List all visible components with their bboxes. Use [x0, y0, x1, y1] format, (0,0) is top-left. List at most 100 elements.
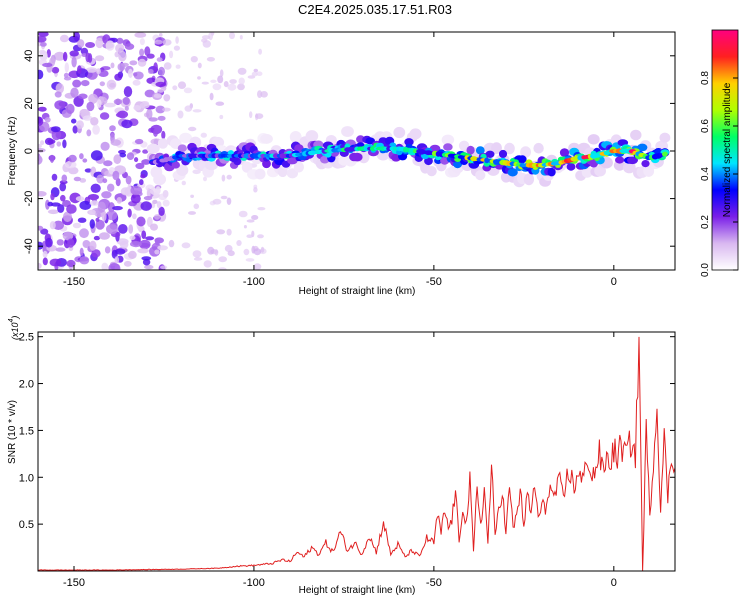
noise-speck — [220, 195, 228, 200]
snr-frame — [37, 331, 676, 572]
x-tick-label: -100 — [243, 276, 265, 288]
noise-speck — [59, 34, 69, 43]
noise-speck — [116, 197, 123, 204]
noise-speck — [246, 234, 253, 238]
noise-speck — [154, 249, 160, 255]
noise-speck — [95, 219, 105, 230]
noise-speck — [52, 220, 64, 230]
noise-speck — [71, 118, 77, 124]
noise-speck — [161, 130, 166, 140]
noise-speck — [190, 56, 198, 63]
noise-speck — [124, 43, 135, 50]
noise-speck — [96, 174, 105, 184]
noise-speck — [62, 51, 68, 62]
noise-speck — [156, 201, 162, 209]
noise-speck — [223, 81, 229, 88]
noise-speck — [40, 228, 49, 235]
colorbar-tick-label: 0.0 — [700, 263, 711, 277]
noise-speck — [201, 81, 209, 85]
colorbar-tick-label: 0.8 — [700, 71, 711, 85]
noise-speck — [130, 193, 141, 204]
trace-cell — [547, 167, 556, 177]
noise-speck — [117, 63, 126, 71]
noise-speck — [93, 235, 100, 241]
noise-speck — [102, 178, 108, 184]
noise-speck — [123, 260, 132, 267]
noise-speck — [124, 105, 129, 111]
trace-cell — [229, 156, 239, 163]
noise-speck — [177, 110, 184, 119]
noise-speck — [146, 108, 153, 120]
noise-speck — [92, 124, 100, 135]
noise-speck — [96, 99, 102, 108]
snr-series-line — [38, 336, 675, 571]
trace-cell — [507, 168, 518, 177]
noise-speck — [38, 69, 44, 80]
noise-speck — [77, 217, 87, 223]
trace-cell — [294, 144, 304, 153]
noise-speck — [246, 219, 255, 223]
noise-speck — [116, 37, 124, 45]
noise-speck — [45, 237, 53, 248]
noise-speck — [104, 102, 116, 108]
noise-speck — [71, 56, 77, 68]
colorbar-tick-label: 0.2 — [700, 215, 711, 229]
trace-cell — [518, 155, 527, 164]
noise-speck — [153, 93, 162, 99]
colorbar-ticks: 0.0 0.2 0.4 0.6 0.8 — [700, 71, 738, 277]
noise-speck — [181, 242, 191, 249]
noise-speck — [72, 222, 81, 229]
trace-cell — [453, 160, 463, 169]
noise-speck — [237, 67, 247, 75]
noise-speck — [201, 38, 208, 43]
noise-speck — [162, 39, 172, 46]
noise-speck — [115, 178, 121, 187]
noise-speck — [44, 117, 51, 123]
noise-speck — [183, 87, 193, 94]
noise-speck — [82, 240, 91, 248]
noise-speck — [105, 40, 115, 51]
trace-cell — [205, 160, 218, 171]
noise-speck — [56, 141, 62, 147]
noise-speck — [38, 155, 43, 165]
trace-cell — [241, 161, 253, 173]
noise-speck — [79, 247, 84, 256]
noise-speck — [253, 263, 262, 270]
noise-speck — [226, 197, 232, 205]
y-tick-label: 2.5 — [19, 332, 34, 344]
noise-speck — [139, 38, 145, 46]
noise-speck — [73, 176, 82, 182]
noise-speck — [91, 249, 101, 258]
noise-speck — [177, 81, 187, 89]
spectrogram-panel: -150 -100 -50 0 -40 -20 0 20 40 Height of strai… — [7, 31, 676, 297]
noise-speck — [152, 199, 158, 204]
noise-speck — [61, 174, 68, 182]
noise-speck — [38, 262, 42, 269]
noise-speck — [184, 105, 193, 112]
noise-speck — [69, 50, 79, 57]
noise-speck — [227, 83, 237, 91]
noise-speck — [75, 196, 85, 202]
noise-speck — [188, 126, 197, 132]
noise-speck — [139, 179, 144, 186]
noise-speck — [129, 235, 136, 240]
noise-speck — [68, 166, 79, 175]
noise-speck — [62, 231, 74, 241]
noise-speck — [221, 174, 226, 182]
trace-cell — [533, 142, 544, 154]
spectrogram-x-ticks: -150 -100 -50 0 — [63, 32, 617, 288]
snr-multiplier-base: (x10 — [10, 322, 20, 340]
trace-cell — [475, 170, 486, 181]
noise-speck — [175, 36, 179, 44]
noise-speck — [89, 219, 96, 229]
trace-cell — [485, 150, 495, 158]
noise-speck — [77, 65, 82, 74]
noise-speck — [114, 73, 123, 81]
noise-speck — [127, 68, 133, 78]
trace-cell — [504, 142, 515, 155]
noise-speck — [238, 210, 248, 218]
noise-speck — [56, 239, 64, 246]
noise-speck — [96, 68, 101, 75]
noise-speck — [210, 79, 217, 84]
noise-speck — [141, 256, 152, 261]
